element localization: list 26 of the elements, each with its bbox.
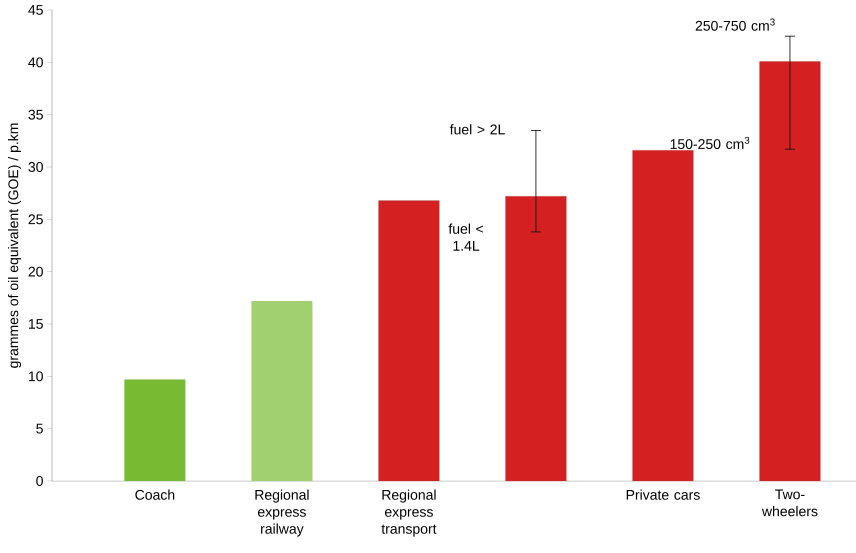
annotation: fuel < 1.4L <box>448 224 484 251</box>
y-tick-label: 15 <box>28 319 43 329</box>
annotation: 150-250 cm$^{3}$ <box>670 136 750 150</box>
y-tick-label: 40 <box>28 57 43 68</box>
y-tick-label: 30 <box>28 162 43 172</box>
bar <box>505 196 566 481</box>
y-tick-label: 35 <box>28 110 43 120</box>
x-tick-label: Coach <box>135 490 174 500</box>
y-tick-label: 5 <box>36 424 43 434</box>
y-tick-label: 10 <box>28 371 43 382</box>
bar <box>251 300 312 481</box>
bar <box>759 61 820 481</box>
bar <box>632 150 694 481</box>
y-tick-label: 0 <box>36 476 43 486</box>
x-tick-label: Private cars <box>626 490 700 500</box>
y-axis-title: grammes of oil equivalent (GOE) / p.km <box>8 124 22 368</box>
y-tick-label: 25 <box>28 214 43 224</box>
y-tick-label: 20 <box>28 266 43 277</box>
x-tick-label: Two-wheelers <box>762 490 818 516</box>
annotation: 250-750 cm$^{3}$ <box>696 18 775 31</box>
bar <box>124 379 186 481</box>
y-tick-label: 45 <box>28 5 43 15</box>
x-tick-label: Regional express transport <box>382 490 436 537</box>
bar <box>378 200 440 481</box>
x-tick-label: Regional express railway <box>255 490 309 537</box>
annotation: fuel > 2L <box>450 124 505 134</box>
